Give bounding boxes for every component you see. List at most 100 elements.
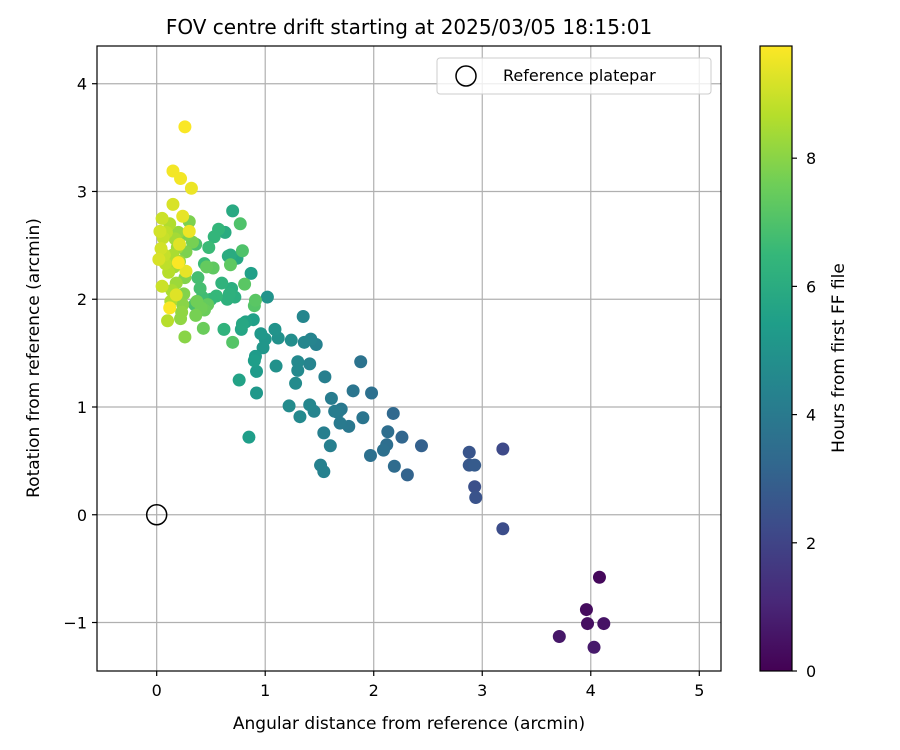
- y-axis-label: Rotation from reference (arcmin): [24, 218, 44, 498]
- data-point: [376, 443, 390, 457]
- data-point: [581, 617, 595, 631]
- data-point: [171, 256, 185, 270]
- colorbar-gradient: [760, 46, 792, 671]
- data-point: [469, 491, 483, 505]
- data-point: [176, 209, 190, 223]
- data-point: [282, 399, 296, 413]
- data-point: [579, 603, 593, 617]
- data-point: [154, 242, 168, 256]
- colorbar-tick-label: 0: [806, 662, 816, 681]
- plot-frame: [96, 45, 722, 672]
- data-point: [248, 293, 262, 307]
- data-point: [202, 241, 216, 255]
- colorbar-label: Hours from first FF file: [829, 263, 849, 453]
- data-point: [242, 430, 256, 444]
- data-point: [226, 335, 240, 349]
- data-point: [356, 411, 370, 425]
- data-point: [178, 120, 192, 134]
- data-point: [284, 333, 298, 347]
- data-point: [179, 264, 193, 278]
- data-point: [592, 570, 606, 584]
- x-tick-label: 2: [369, 681, 379, 700]
- data-point: [496, 522, 510, 536]
- data-point: [215, 276, 229, 290]
- data-point: [291, 363, 305, 377]
- legend: Reference platepar: [436, 57, 712, 95]
- colorbar-ticks: 0 2 4 6 8: [792, 149, 816, 681]
- data-point: [387, 459, 401, 473]
- data-point: [346, 384, 360, 398]
- data-point: [155, 211, 169, 225]
- data-point: [268, 322, 282, 336]
- data-point: [317, 426, 331, 440]
- data-point: [254, 327, 268, 341]
- y-tick-label: 2: [77, 290, 87, 309]
- x-tick-label: 5: [694, 681, 704, 700]
- data-point: [220, 292, 234, 306]
- reference-platepar-marker: [145, 504, 168, 526]
- data-point: [166, 164, 180, 178]
- data-point: [303, 398, 317, 412]
- data-point: [235, 244, 249, 258]
- data-point: [172, 237, 186, 251]
- y-tick-label: 0: [77, 506, 87, 525]
- data-point: [297, 335, 311, 349]
- data-point: [193, 281, 207, 295]
- data-point: [190, 294, 204, 308]
- x-tick-label: 0: [152, 681, 162, 700]
- data-point: [161, 314, 175, 328]
- legend-box: [436, 57, 712, 95]
- data-point: [468, 458, 482, 472]
- data-point: [250, 386, 264, 400]
- x-tick-label: 4: [586, 681, 596, 700]
- x-tick-label: 3: [477, 681, 487, 700]
- data-point: [328, 404, 342, 418]
- data-point: [189, 308, 203, 322]
- data-point: [233, 217, 247, 231]
- data-point: [496, 442, 510, 456]
- y-tick-label: 4: [77, 75, 87, 94]
- data-point: [269, 359, 283, 373]
- x-tick-label: 1: [260, 681, 270, 700]
- data-point: [318, 370, 332, 384]
- data-point: [247, 354, 261, 368]
- data-point: [289, 376, 303, 390]
- data-point: [314, 458, 328, 472]
- data-point: [152, 252, 166, 266]
- data-point: [238, 277, 252, 291]
- colorbar: 0 2 4 6 8 Hours from first FF file: [759, 45, 849, 681]
- data-point: [184, 181, 198, 195]
- data-point: [414, 439, 428, 453]
- y-tick-label: 3: [77, 182, 87, 201]
- legend-entry-reference-platepar: Reference platepar: [503, 66, 656, 85]
- data-point: [166, 197, 180, 211]
- data-point: [178, 330, 192, 344]
- data-point: [363, 448, 377, 462]
- data-point: [468, 480, 482, 494]
- data-point: [462, 445, 476, 459]
- data-point: [323, 439, 337, 453]
- data-point: [386, 406, 400, 420]
- data-point: [400, 468, 414, 482]
- data-point: [235, 317, 249, 331]
- data-point: [365, 386, 379, 400]
- data-point: [381, 425, 395, 439]
- data-point: [217, 322, 231, 336]
- chart-title: FOV centre drift starting at 2025/03/05 …: [166, 15, 652, 39]
- data-point: [250, 364, 264, 378]
- data-point: [196, 321, 210, 335]
- grid: [97, 46, 721, 671]
- data-point: [174, 312, 188, 326]
- colorbar-tick-label: 2: [806, 534, 816, 553]
- data-point: [256, 341, 270, 355]
- data-point: [169, 288, 183, 302]
- axis-ticks: 0 1 2 3 4 5 −1 0 1 2 3 4: [63, 75, 704, 700]
- data-point: [153, 224, 167, 238]
- colorbar-tick-label: 6: [806, 277, 816, 296]
- data-point: [226, 204, 240, 218]
- data-point: [552, 630, 566, 644]
- x-axis-label: Angular distance from reference (arcmin): [233, 714, 585, 734]
- data-point: [200, 260, 214, 274]
- data-point: [293, 410, 307, 424]
